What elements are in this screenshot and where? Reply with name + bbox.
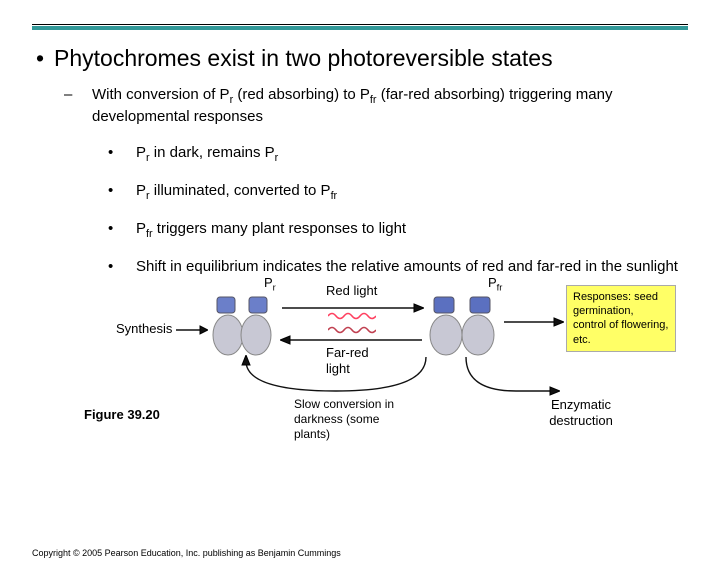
sub2-bullet-4: • Shift in equilibrium indicates the rel… — [108, 256, 684, 279]
sub-bullet-1: – With conversion of Pr (red absorbing) … — [64, 85, 684, 128]
sub2-bullet-3: • Pfr triggers many plant responses to l… — [108, 218, 684, 242]
s: fr — [370, 94, 377, 106]
far-red-wave-icon — [328, 325, 376, 335]
t: triggers many plant responses to light — [153, 220, 406, 237]
s: fr — [146, 228, 153, 240]
arrow-left-bottom — [280, 335, 424, 345]
sub2-bullet-1: • Pr in dark, remains Pr — [108, 142, 684, 166]
pr-label: Pr — [264, 275, 276, 294]
t: (red absorbing) to P — [233, 86, 370, 103]
arrow-synthesis — [174, 325, 208, 335]
slow-conversion-label: Slow conversion in darkness (some plants… — [294, 397, 404, 442]
dot-glyph: • — [108, 180, 136, 203]
arrow-responses — [502, 317, 564, 327]
b3-text: Pfr triggers many plant responses to lig… — [136, 218, 406, 242]
b2-text: Pr illuminated, converted to Pfr — [136, 180, 337, 204]
synthesis-label: Synthesis — [116, 321, 172, 337]
t: P — [136, 144, 146, 161]
red-light-wave-icon — [328, 311, 376, 321]
main-bullet: • Phytochromes exist in two photoreversi… — [36, 44, 684, 73]
t: With conversion of P — [92, 86, 230, 103]
arrow-enzymatic — [464, 355, 560, 399]
s: fr — [497, 282, 503, 292]
dot-glyph: • — [108, 142, 136, 165]
diagram-area: Pr Pfr Red light Far-red light Synthesis — [36, 281, 684, 461]
pfr-label: Pfr — [488, 275, 502, 294]
b1-text: Pr in dark, remains Pr — [136, 142, 278, 166]
dot-glyph: • — [108, 218, 136, 241]
bullet-glyph: • — [36, 44, 54, 73]
t: in dark, remains P — [150, 144, 275, 161]
red-light-label: Red light — [326, 283, 377, 299]
dot-glyph: • — [108, 256, 136, 279]
title-text: Phytochromes exist in two photoreversibl… — [54, 44, 553, 73]
dash-glyph: – — [64, 85, 92, 105]
pr-protein-icon — [206, 291, 278, 357]
t: P — [488, 275, 497, 290]
sub2-bullet-2: • Pr illuminated, converted to Pfr — [108, 180, 684, 204]
pfr-protein-icon — [424, 291, 502, 357]
arrow-slow-conversion — [240, 355, 432, 399]
responses-text: Responses: seed germination, control of … — [573, 291, 668, 346]
t: P — [136, 182, 146, 199]
sub1-text: With conversion of Pr (red absorbing) to… — [92, 85, 684, 128]
t: illuminated, converted to P — [150, 182, 331, 199]
responses-box: Responses: seed germination, control of … — [566, 285, 676, 352]
t: P — [264, 275, 273, 290]
s: r — [273, 282, 276, 292]
b4-text: Shift in equilibrium indicates the relat… — [136, 256, 678, 279]
t: P — [136, 220, 146, 237]
enzymatic-label: Enzymatic destruction — [536, 397, 626, 430]
figure-number: Figure 39.20 — [84, 407, 160, 422]
s: r — [275, 152, 279, 164]
s: fr — [331, 190, 338, 202]
copyright-text: Copyright © 2005 Pearson Education, Inc.… — [32, 548, 341, 558]
